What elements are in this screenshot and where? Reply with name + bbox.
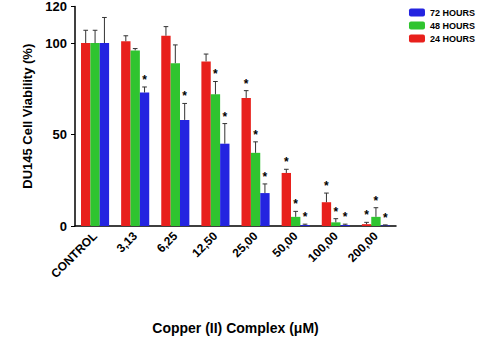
svg-text:*: * <box>303 210 308 224</box>
svg-text:24 HOURS: 24 HOURS <box>430 34 475 44</box>
svg-text:50: 50 <box>53 127 67 142</box>
svg-text:*: * <box>182 89 187 103</box>
svg-text:*: * <box>284 155 289 169</box>
svg-text:Copper (II) Complex (μM): Copper (II) Complex (μM) <box>152 320 318 336</box>
svg-text:*: * <box>333 205 338 219</box>
svg-text:100: 100 <box>45 36 67 51</box>
svg-text:*: * <box>142 73 147 87</box>
svg-text:6,25: 6,25 <box>154 229 181 256</box>
svg-text:*: * <box>383 211 388 225</box>
svg-text:*: * <box>343 210 348 224</box>
svg-text:*: * <box>293 197 298 211</box>
svg-text:0: 0 <box>60 219 67 234</box>
svg-text:*: * <box>364 208 369 222</box>
svg-text:CONTROL: CONTROL <box>48 229 100 281</box>
svg-text:25,00: 25,00 <box>229 229 260 260</box>
svg-text:120: 120 <box>45 0 67 14</box>
svg-text:200,00: 200,00 <box>345 229 381 265</box>
svg-text:*: * <box>213 67 218 81</box>
svg-text:*: * <box>222 110 227 124</box>
svg-text:*: * <box>324 179 329 193</box>
svg-text:*: * <box>253 128 258 142</box>
svg-text:*: * <box>244 77 249 91</box>
svg-text:50,00: 50,00 <box>270 229 301 260</box>
svg-text:DU145 Cell Viability (%): DU145 Cell Viability (%) <box>20 44 35 189</box>
svg-text:3,13: 3,13 <box>114 229 141 256</box>
svg-text:100,00: 100,00 <box>305 229 341 265</box>
svg-text:48 HOURS: 48 HOURS <box>430 21 475 31</box>
svg-text:72 HOURS: 72 HOURS <box>430 8 475 18</box>
svg-text:*: * <box>263 170 268 184</box>
svg-text:12,50: 12,50 <box>189 229 220 260</box>
svg-text:*: * <box>374 194 379 208</box>
